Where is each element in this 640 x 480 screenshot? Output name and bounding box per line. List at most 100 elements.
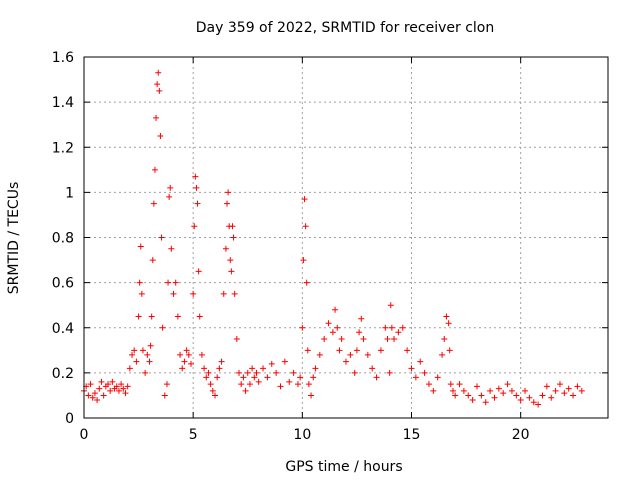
data-point	[203, 374, 210, 381]
data-point	[391, 336, 398, 343]
data-point	[578, 387, 585, 394]
data-point	[159, 324, 166, 331]
data-point	[539, 392, 546, 399]
data-point	[190, 290, 197, 297]
data-point	[387, 302, 394, 309]
data-point	[329, 329, 336, 336]
data-point	[253, 369, 260, 376]
data-point	[356, 329, 363, 336]
data-point	[124, 383, 131, 390]
data-point	[224, 200, 231, 207]
data-point	[115, 387, 122, 394]
data-point	[447, 381, 454, 388]
data-point	[155, 69, 162, 76]
data-point	[191, 223, 198, 230]
data-point	[135, 313, 142, 320]
data-point	[179, 365, 186, 372]
data-point	[303, 279, 310, 286]
data-point	[508, 387, 515, 394]
data-point	[297, 374, 304, 381]
data-point	[535, 401, 542, 408]
data-point	[360, 336, 367, 343]
data-point	[336, 347, 343, 354]
data-point	[373, 374, 380, 381]
data-point	[449, 387, 456, 394]
x-axis-label: GPS time / hours	[285, 459, 402, 475]
data-point	[249, 365, 256, 372]
data-point	[91, 390, 98, 397]
data-point	[290, 369, 297, 376]
data-point	[146, 358, 153, 365]
data-point	[87, 381, 94, 388]
data-point	[301, 196, 308, 203]
data-point	[183, 347, 190, 354]
data-point	[491, 394, 498, 401]
data-point	[353, 347, 360, 354]
data-point	[417, 358, 424, 365]
data-point	[161, 392, 168, 399]
data-point	[147, 342, 154, 349]
data-point	[439, 351, 446, 358]
data-point	[408, 365, 415, 372]
data-point	[168, 245, 175, 252]
data-point	[552, 387, 559, 394]
data-point	[399, 324, 406, 331]
data-point	[187, 360, 194, 367]
data-point	[167, 184, 174, 191]
data-point	[172, 279, 179, 286]
data-point	[89, 394, 96, 401]
data-point	[343, 358, 349, 365]
data-point	[255, 378, 262, 385]
data-point	[192, 173, 199, 180]
data-point	[139, 347, 146, 354]
data-point	[474, 383, 480, 390]
y-tick-labels: 0 0.2 0.4 0.6 0.8 1 1.2 1.4 1.6	[52, 50, 74, 427]
data-point	[332, 306, 339, 313]
data-point	[230, 234, 237, 241]
data-point	[388, 324, 395, 331]
data-point	[334, 324, 341, 331]
data-point	[434, 374, 441, 381]
data-point	[412, 374, 419, 381]
data-point	[452, 392, 459, 399]
data-point	[181, 358, 188, 365]
data-point	[107, 387, 114, 394]
x-tick-label: 0	[80, 427, 89, 443]
data-point	[194, 200, 201, 207]
data-point	[386, 369, 393, 376]
chart-title: Day 359 of 2022, SRMTID for receiver clo…	[196, 20, 494, 36]
data-point	[85, 392, 92, 399]
data-point	[233, 336, 240, 343]
data-point	[244, 369, 251, 376]
grid-lines	[84, 57, 608, 418]
data-point	[212, 392, 218, 399]
data-point	[229, 223, 236, 230]
data-point	[209, 387, 216, 394]
data-point	[94, 396, 101, 403]
data-point	[225, 189, 232, 196]
data-point	[231, 290, 238, 297]
data-point	[137, 243, 144, 250]
data-point	[277, 383, 284, 390]
data-point	[170, 290, 177, 297]
data-point	[154, 81, 161, 88]
y-tick-label: 0.6	[52, 276, 74, 292]
data-point	[281, 358, 288, 365]
data-point	[465, 392, 472, 399]
data-point	[205, 369, 212, 376]
data-point	[382, 324, 389, 331]
data-point	[325, 320, 332, 327]
data-point	[177, 351, 184, 358]
data-point	[163, 381, 170, 388]
data-point	[166, 193, 173, 200]
data-point	[460, 387, 467, 394]
data-point	[478, 392, 485, 399]
data-point	[165, 279, 172, 286]
data-point	[122, 390, 129, 397]
data-point	[556, 381, 563, 388]
data-point	[151, 166, 158, 173]
data-point	[310, 374, 317, 381]
data-point	[105, 381, 112, 388]
data-point	[144, 351, 151, 358]
